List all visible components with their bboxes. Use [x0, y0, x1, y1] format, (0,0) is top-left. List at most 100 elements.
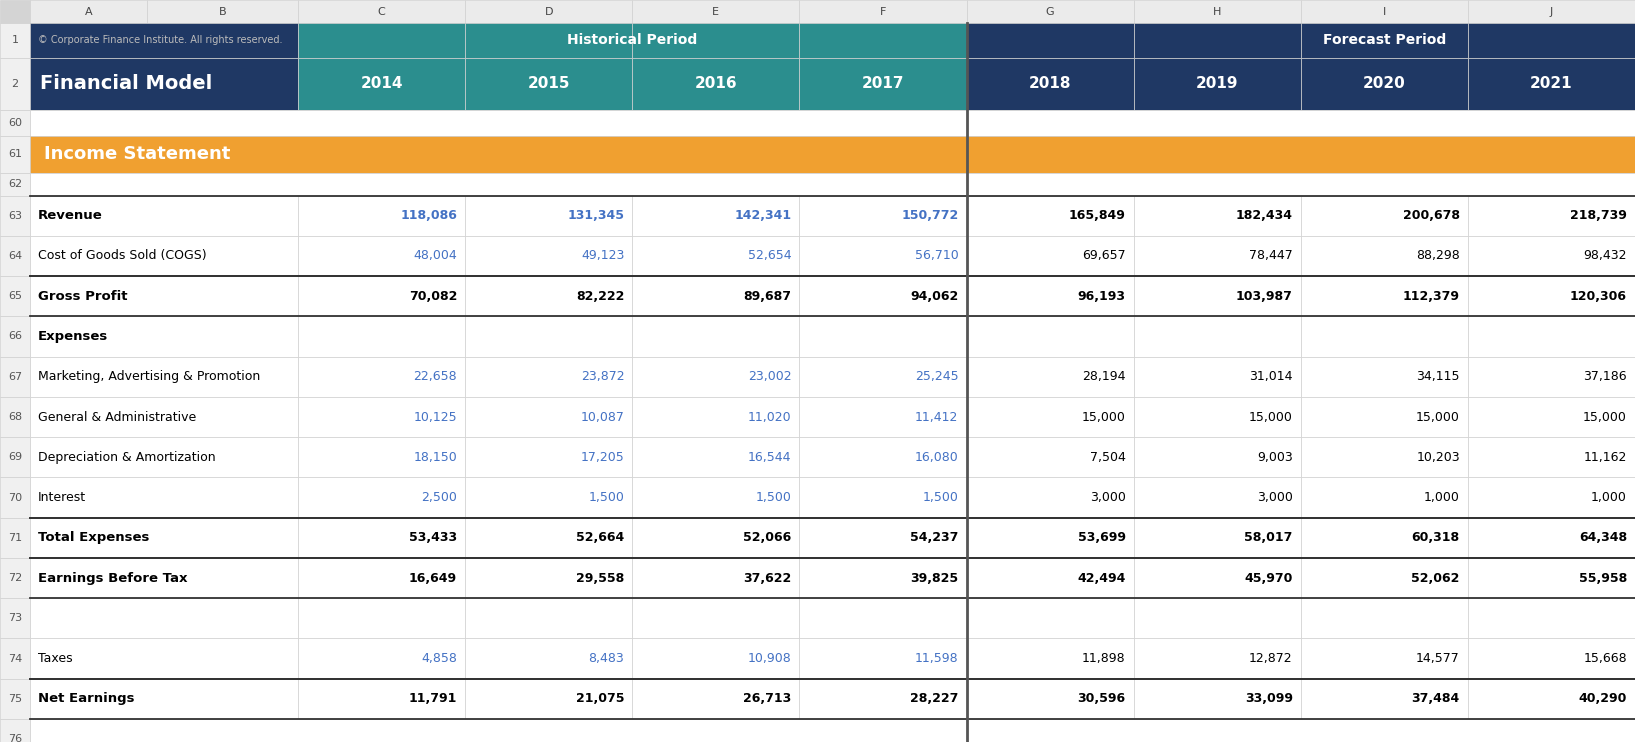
- Bar: [1468, 23, 1635, 58]
- Text: C: C: [378, 7, 386, 16]
- Text: 165,849: 165,849: [1069, 209, 1125, 222]
- Text: 1,500: 1,500: [922, 491, 958, 504]
- Bar: [298, 558, 464, 598]
- Bar: [298, 357, 464, 397]
- Text: Depreciation & Amortization: Depreciation & Amortization: [38, 451, 216, 464]
- Bar: [298, 58, 464, 111]
- Text: 3,000: 3,000: [1257, 491, 1293, 504]
- Bar: [800, 316, 966, 357]
- Bar: [464, 196, 633, 236]
- Text: 8,483: 8,483: [589, 652, 625, 665]
- Text: 11,162: 11,162: [1584, 451, 1627, 464]
- Bar: [0, 679, 29, 719]
- Text: Historical Period: Historical Period: [567, 33, 698, 47]
- Bar: [1301, 679, 1468, 719]
- Bar: [0, 23, 29, 58]
- Bar: [1133, 558, 1301, 598]
- Text: E: E: [713, 7, 719, 16]
- Text: 40,290: 40,290: [1579, 692, 1627, 706]
- Bar: [29, 23, 298, 58]
- Text: 16,080: 16,080: [914, 451, 958, 464]
- Bar: [1301, 397, 1468, 437]
- Bar: [0, 0, 29, 23]
- Text: 2020: 2020: [1364, 76, 1406, 91]
- Text: 1: 1: [11, 36, 18, 45]
- Text: I: I: [1383, 7, 1386, 16]
- Text: 2019: 2019: [1195, 76, 1238, 91]
- Bar: [800, 638, 966, 679]
- Text: D: D: [544, 7, 553, 16]
- Text: J: J: [1550, 7, 1553, 16]
- Text: 131,345: 131,345: [567, 209, 625, 222]
- Bar: [1301, 437, 1468, 477]
- Bar: [633, 437, 800, 477]
- Text: Total Expenses: Total Expenses: [38, 531, 149, 545]
- Text: 23,002: 23,002: [747, 370, 791, 384]
- Bar: [1301, 638, 1468, 679]
- Bar: [29, 357, 298, 397]
- Bar: [464, 58, 633, 111]
- Bar: [29, 0, 147, 23]
- Bar: [1468, 58, 1635, 111]
- Bar: [0, 598, 29, 638]
- Text: 11,791: 11,791: [409, 692, 458, 706]
- Bar: [800, 598, 966, 638]
- Bar: [1468, 236, 1635, 276]
- Bar: [800, 477, 966, 518]
- Bar: [966, 518, 1133, 558]
- Bar: [1468, 276, 1635, 316]
- Bar: [966, 437, 1133, 477]
- Text: 2,500: 2,500: [422, 491, 458, 504]
- Bar: [464, 316, 633, 357]
- Bar: [1133, 679, 1301, 719]
- Text: 45,970: 45,970: [1244, 571, 1293, 585]
- Text: 98,432: 98,432: [1584, 249, 1627, 263]
- Text: 2021: 2021: [1530, 76, 1573, 91]
- Text: 10,908: 10,908: [747, 652, 791, 665]
- Text: 16,649: 16,649: [409, 571, 458, 585]
- Text: 52,062: 52,062: [1411, 571, 1460, 585]
- Text: 49,123: 49,123: [580, 249, 625, 263]
- Bar: [966, 357, 1133, 397]
- Text: H: H: [1213, 7, 1221, 16]
- Text: 1,500: 1,500: [755, 491, 791, 504]
- Text: 18,150: 18,150: [414, 451, 458, 464]
- Bar: [633, 357, 800, 397]
- Text: 52,654: 52,654: [747, 249, 791, 263]
- Bar: [1301, 276, 1468, 316]
- Text: 88,298: 88,298: [1416, 249, 1460, 263]
- Text: 21,075: 21,075: [576, 692, 625, 706]
- Text: 62: 62: [8, 179, 21, 189]
- Text: Earnings Before Tax: Earnings Before Tax: [38, 571, 188, 585]
- Bar: [298, 236, 464, 276]
- Text: Marketing, Advertising & Promotion: Marketing, Advertising & Promotion: [38, 370, 260, 384]
- Text: 218,739: 218,739: [1570, 209, 1627, 222]
- Text: 64: 64: [8, 251, 21, 261]
- Text: 103,987: 103,987: [1236, 289, 1293, 303]
- Bar: [464, 518, 633, 558]
- Bar: [29, 236, 298, 276]
- Bar: [1301, 236, 1468, 276]
- Bar: [0, 437, 29, 477]
- Bar: [464, 638, 633, 679]
- Text: 37,484: 37,484: [1411, 692, 1460, 706]
- Text: 75: 75: [8, 694, 21, 704]
- Bar: [298, 276, 464, 316]
- Bar: [29, 437, 298, 477]
- Text: 15,000: 15,000: [1082, 410, 1125, 424]
- Text: 52,066: 52,066: [744, 531, 791, 545]
- Text: 142,341: 142,341: [734, 209, 791, 222]
- Text: 37,622: 37,622: [744, 571, 791, 585]
- Bar: [0, 276, 29, 316]
- Text: 10,125: 10,125: [414, 410, 458, 424]
- Text: 70: 70: [8, 493, 21, 502]
- Bar: [1468, 357, 1635, 397]
- Bar: [0, 111, 29, 136]
- Bar: [29, 558, 298, 598]
- Text: 54,237: 54,237: [911, 531, 958, 545]
- Bar: [1468, 397, 1635, 437]
- Bar: [29, 397, 298, 437]
- Text: 120,306: 120,306: [1570, 289, 1627, 303]
- Bar: [966, 23, 1133, 58]
- Text: 2015: 2015: [528, 76, 571, 91]
